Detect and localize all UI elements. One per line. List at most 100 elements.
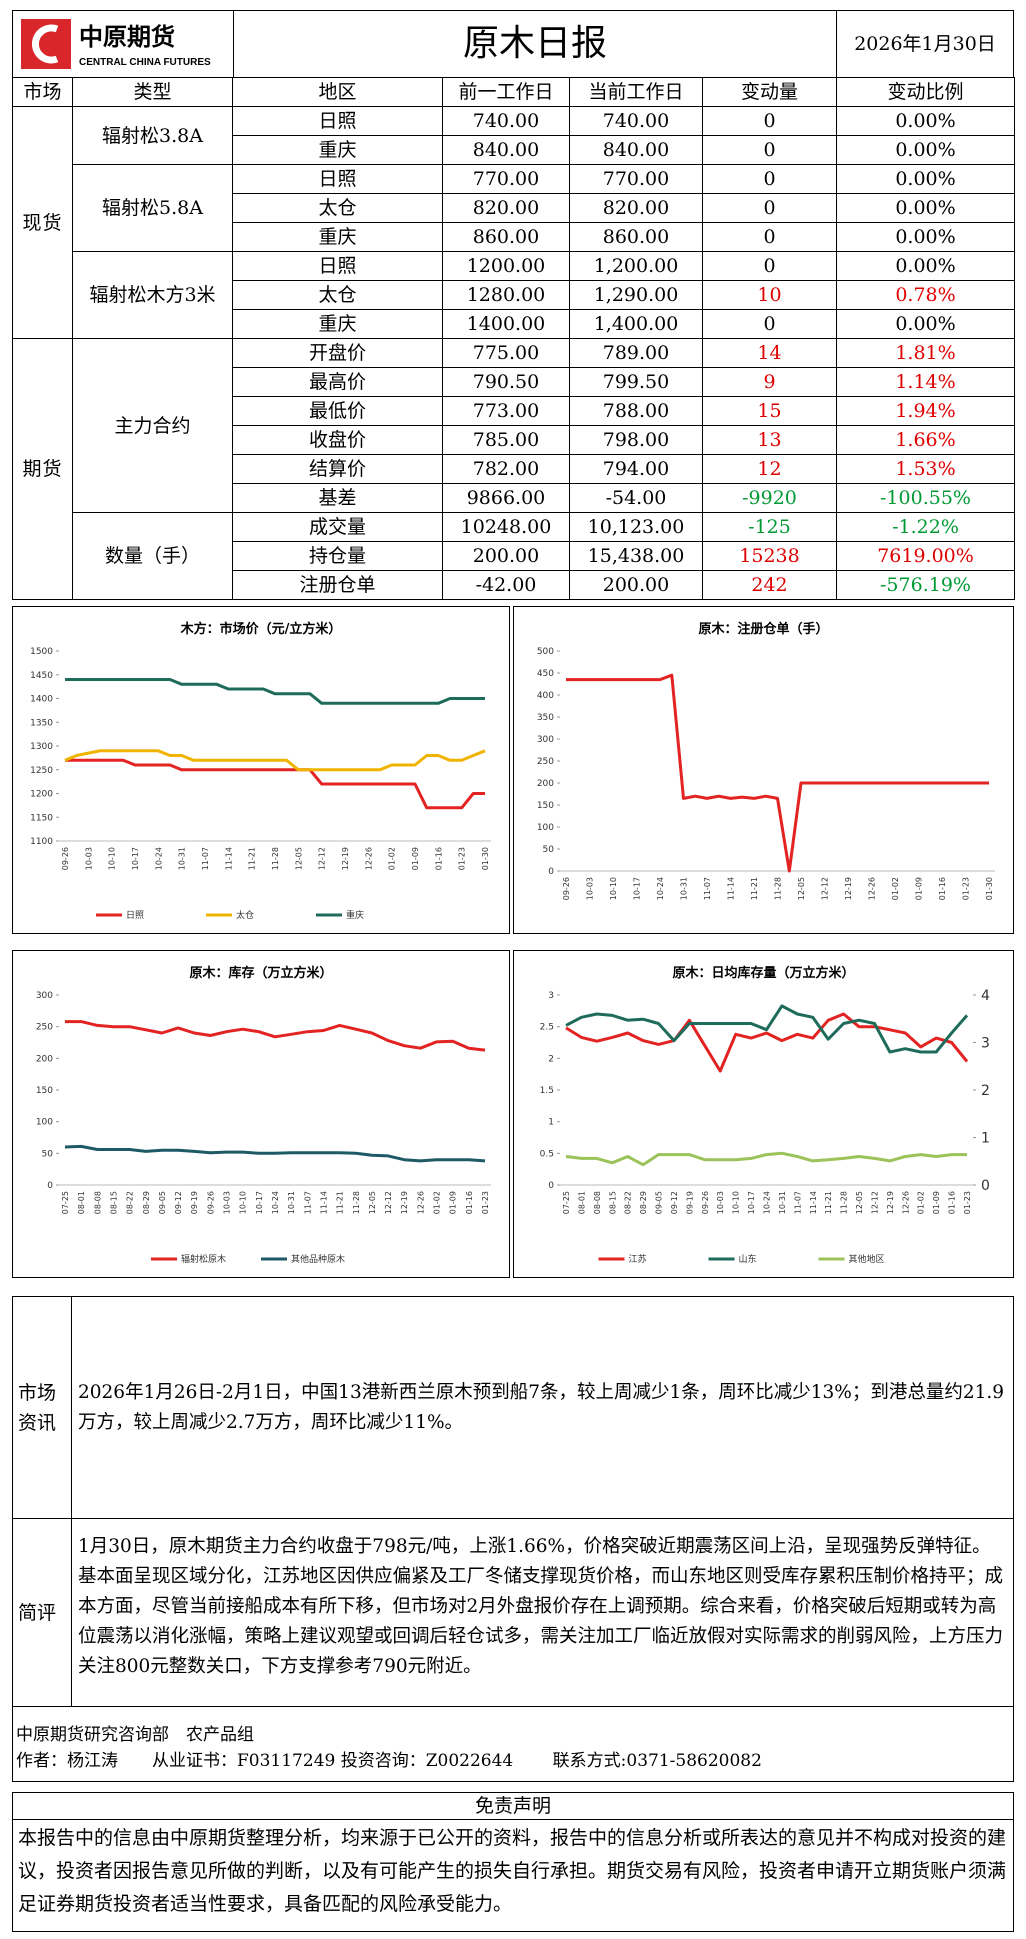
series-line bbox=[566, 673, 989, 873]
value-cell: 0 bbox=[702, 193, 837, 223]
value-cell: 1200.00 bbox=[442, 251, 570, 281]
x-tick-label: 11-28 bbox=[774, 877, 783, 900]
region-cell: 重庆 bbox=[232, 222, 443, 252]
column-header: 当前工作日 bbox=[569, 77, 703, 107]
y-tick-label: 150 bbox=[537, 801, 554, 811]
column-header: 市场 bbox=[12, 77, 73, 107]
series-line bbox=[64, 749, 486, 772]
value-cell: 10,123.00 bbox=[569, 512, 703, 542]
y2-tick-label: 4 bbox=[981, 988, 990, 1004]
y-tick-label: 0 bbox=[548, 1181, 554, 1191]
chart: 原木：日均库存量（万立方米） 0 0.5 1 1.5 2 2.5 3 0 1 2 3 4 07-25 08-… bbox=[540, 965, 990, 1265]
value-cell: 0 bbox=[702, 164, 837, 194]
value-cell: 1,290.00 bbox=[569, 280, 703, 310]
x-tick-label: 12-05 bbox=[855, 1191, 864, 1214]
x-tick-label: 09-05 bbox=[158, 1191, 167, 1214]
x-tick-label: 11-07 bbox=[703, 877, 712, 900]
x-tick-label: 01-02 bbox=[433, 1191, 442, 1214]
y-tick-label: 2.5 bbox=[540, 1023, 554, 1033]
value-cell: 1.81% bbox=[836, 338, 1015, 368]
y-tick-label: 450 bbox=[537, 669, 554, 679]
value-cell: 15,438.00 bbox=[569, 541, 703, 571]
x-tick-label: 10-10 bbox=[609, 877, 618, 900]
disclaimer-title: 免责声明 bbox=[12, 1792, 1014, 1820]
y-tick-label: 250 bbox=[36, 1023, 53, 1033]
legend-label: 其他地区 bbox=[849, 1253, 885, 1265]
x-tick-label: 10-31 bbox=[287, 1191, 296, 1214]
region-cell: 日照 bbox=[232, 164, 443, 194]
value-cell: 0.00% bbox=[836, 135, 1015, 165]
x-tick-label: 11-07 bbox=[793, 1191, 802, 1214]
x-tick-label: 09-19 bbox=[685, 1191, 694, 1214]
x-tick-label: 11-28 bbox=[352, 1191, 361, 1214]
value-cell: 785.00 bbox=[442, 425, 570, 455]
y-tick-label: 0 bbox=[47, 1181, 53, 1191]
y2-tick-label: 3 bbox=[981, 1036, 990, 1052]
value-cell: 820.00 bbox=[569, 193, 703, 223]
x-tick-label: 10-17 bbox=[131, 847, 140, 870]
y-tick-label: 50 bbox=[543, 845, 555, 855]
value-cell: 13 bbox=[702, 425, 837, 455]
x-tick-label: 10-31 bbox=[778, 1191, 787, 1214]
x-tick-label: 12-26 bbox=[364, 847, 373, 870]
y-tick-label: 1 bbox=[548, 1118, 554, 1128]
value-cell: 200.00 bbox=[442, 541, 570, 571]
y-tick-label: 250 bbox=[537, 757, 554, 767]
type-cell: 辐射松木方3米 bbox=[72, 251, 233, 339]
chart-title: 原木：库存（万立方米） bbox=[189, 965, 332, 981]
table-row: 最低价 773.00 788.00 15 1.94% bbox=[13, 396, 1015, 426]
logo-en: CENTRAL CHINA FUTURES bbox=[79, 57, 211, 68]
x-tick-label: 09-12 bbox=[670, 1191, 679, 1214]
y-tick-label: 150 bbox=[36, 1086, 53, 1096]
value-cell: 0.00% bbox=[836, 164, 1015, 194]
x-tick-label: 12-19 bbox=[341, 847, 350, 870]
x-tick-label: 12-19 bbox=[844, 877, 853, 900]
value-cell: 775.00 bbox=[442, 338, 570, 368]
x-tick-label: 08-29 bbox=[639, 1191, 648, 1214]
x-tick-label: 01-02 bbox=[891, 877, 900, 900]
y-tick-label: 0.5 bbox=[540, 1149, 554, 1159]
x-tick-label: 07-25 bbox=[61, 1191, 70, 1214]
chart-title: 原木：日均库存量（万立方米） bbox=[672, 965, 854, 981]
x-tick-label: 10-10 bbox=[108, 847, 117, 870]
region-cell: 收盘价 bbox=[232, 425, 443, 455]
y-tick-label: 300 bbox=[537, 735, 554, 745]
value-cell: 0 bbox=[702, 309, 837, 339]
x-tick-label: 09-19 bbox=[190, 1191, 199, 1214]
footer-box bbox=[12, 1706, 1014, 1782]
x-tick-label: 01-23 bbox=[458, 847, 467, 870]
y-tick-label: 400 bbox=[537, 691, 554, 701]
y-tick-label: 1200 bbox=[30, 790, 53, 800]
y-tick-label: 1500 bbox=[30, 647, 53, 657]
value-cell: 0.00% bbox=[836, 251, 1015, 281]
region-cell: 最高价 bbox=[232, 367, 443, 397]
y-tick-label: 0 bbox=[548, 867, 554, 877]
x-tick-label: 10-24 bbox=[271, 1191, 280, 1214]
logo-curve bbox=[32, 24, 59, 64]
x-tick-label: 10-17 bbox=[747, 1191, 756, 1214]
x-tick-label: 10-10 bbox=[732, 1191, 741, 1214]
y-tick-label: 350 bbox=[537, 713, 554, 723]
chart-panel: 木方：市场价（元/立方米） 1100 1150 1200 1250 1300 1350 140… bbox=[12, 606, 510, 934]
logo-box: 中原期货 CENTRAL CHINA FUTURES bbox=[12, 10, 234, 78]
x-tick-label: 01-16 bbox=[938, 877, 947, 900]
x-tick-label: 01-16 bbox=[434, 847, 443, 870]
y-tick-label: 1250 bbox=[30, 766, 53, 776]
x-tick-label: 11-14 bbox=[319, 1191, 328, 1214]
value-cell: 740.00 bbox=[569, 106, 703, 136]
type-cell: 数量（手） bbox=[72, 512, 233, 600]
x-tick-label: 10-24 bbox=[656, 877, 665, 900]
x-tick-label: 10-03 bbox=[84, 847, 93, 870]
y-tick-label: 1450 bbox=[30, 671, 53, 681]
x-tick-label: 11-14 bbox=[809, 1191, 818, 1214]
value-cell: 242 bbox=[702, 570, 837, 600]
type-cell: 辐射松5.8A bbox=[72, 164, 233, 252]
value-cell: 0 bbox=[702, 106, 837, 136]
column-header: 前一工作日 bbox=[442, 77, 570, 107]
value-cell: 773.00 bbox=[442, 396, 570, 426]
value-cell: -1.22% bbox=[836, 512, 1015, 542]
y2-tick-label: 2 bbox=[981, 1083, 990, 1099]
value-cell: 1.94% bbox=[836, 396, 1015, 426]
value-cell: 860.00 bbox=[569, 222, 703, 252]
